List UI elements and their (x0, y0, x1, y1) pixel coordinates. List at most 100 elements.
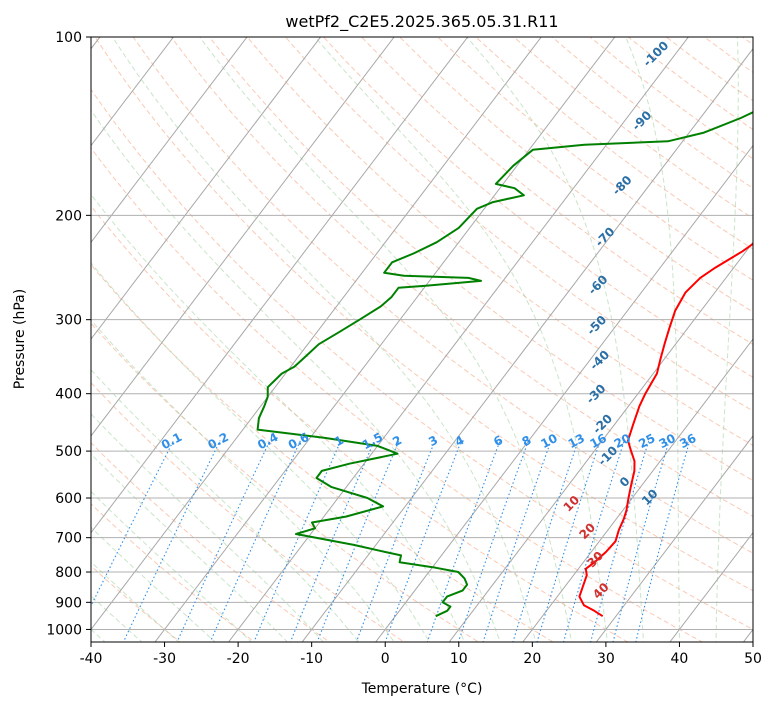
dry-adiabat (513, 37, 753, 220)
mixing-ratio-label: 36 (677, 431, 698, 451)
chart-title: wetPf2_C2E5.2025.365.05.31.R11 (285, 12, 558, 32)
y-tick-label: 400 (55, 387, 82, 403)
isotherm-line (595, 435, 753, 642)
dewpoint-line (256, 111, 753, 618)
mixing-ratio-line (316, 440, 400, 642)
x-tick-label: 30 (597, 651, 615, 667)
dry-adiabat-label: -30 (583, 381, 608, 406)
dry-adiabat (475, 37, 753, 250)
mixing-ratio-line (562, 440, 625, 642)
moist-adiabat (91, 490, 253, 642)
plot-frame (90, 36, 754, 643)
moist-adiabat (91, 453, 289, 642)
dry-adiabat (742, 37, 753, 46)
background-lines (91, 37, 753, 642)
dry-adiabat (704, 37, 753, 74)
x-tick-label: 10 (450, 651, 468, 667)
y-tick-label: 800 (55, 565, 82, 581)
mixing-ratio-label: 1.5 (360, 430, 385, 452)
y-tick-label: 100 (55, 30, 82, 46)
y-tick-label: 1000 (46, 622, 82, 638)
moist-adiabat (91, 369, 360, 642)
isotherm-line (91, 37, 175, 147)
moist-adiabat (314, 37, 608, 642)
isotherm-line (375, 144, 753, 642)
dry-adiabat-label: -80 (609, 173, 634, 198)
x-tick-label: -20 (227, 651, 250, 667)
moist-adiabat-label: 40 (590, 580, 612, 602)
dry-adiabat (94, 37, 753, 592)
mixing-ratio-label: 13 (566, 431, 587, 451)
dry-adiabat (91, 565, 181, 642)
mixing-ratio-line (209, 440, 301, 642)
mixing-ratio-line (590, 440, 650, 642)
isotherm-line (669, 531, 753, 642)
x-tick-label: 50 (744, 651, 762, 667)
isotherm-line (448, 241, 753, 642)
dry-adiabat-label: -60 (585, 272, 610, 297)
dry-adiabat-label: -50 (584, 313, 609, 338)
mixing-ratio-label: 30 (657, 431, 678, 451)
moist-adiabat (91, 413, 324, 642)
mixing-ratio-label: 6 (491, 433, 505, 449)
dry-adiabat (170, 37, 753, 517)
y-tick-label: 900 (55, 595, 82, 611)
moist-adiabat (112, 37, 537, 642)
mixing-ratio-label: 20 (612, 431, 633, 451)
isotherm-line (522, 338, 753, 642)
dry-adiabat (285, 37, 753, 412)
mixing-ratio-label: 0.2 (206, 430, 231, 452)
x-axis-label: Temperature (°C) (361, 681, 483, 697)
axis-ticks: -40 -30 -20 -10 0 10 20 30 40 5010020030040050060… (46, 30, 762, 667)
mixing-ratio-line (122, 440, 221, 642)
isotherm-line (154, 37, 616, 642)
dry-adiabat-label: -40 (587, 348, 612, 373)
x-tick-label: 0 (381, 651, 390, 667)
dry-adiabat-label: -70 (592, 224, 617, 249)
moist-adiabat (715, 37, 739, 642)
isotherm-line (91, 37, 542, 631)
isotherm-line (91, 37, 248, 244)
mixing-ratio-line (426, 440, 501, 642)
mixing-ratio-label: 25 (636, 431, 657, 451)
mixing-ratio-line (536, 440, 601, 642)
mixing-ratio-label: 3 (426, 433, 440, 449)
y-tick-label: 600 (55, 491, 82, 507)
mixing-ratio-label: 0.1 (159, 430, 184, 452)
mixing-ratio-line (612, 440, 670, 642)
mixing-ratio-line (289, 440, 375, 642)
y-tick-label: 200 (55, 208, 82, 224)
dry-adiabat-label: 10 (639, 486, 661, 508)
y-tick-label: 500 (55, 444, 82, 460)
isotherm-line (91, 37, 469, 534)
profile-lines (256, 111, 753, 618)
temperature-line (578, 242, 753, 618)
x-tick-label: -30 (153, 651, 176, 667)
dry-adiabat (437, 37, 753, 281)
moist-adiabat (91, 319, 395, 642)
dry-adiabat-label: -90 (629, 108, 654, 133)
mixing-ratio-label: 16 (588, 431, 609, 451)
mixing-ratio-line (384, 440, 463, 642)
x-tick-label: 40 (671, 651, 689, 667)
moist-adiabat (625, 37, 681, 642)
mixing-ratio-label: 10 (539, 431, 560, 451)
x-tick-label: 20 (523, 651, 541, 667)
isotherm-line (91, 37, 395, 437)
dry-adiabat (91, 503, 256, 642)
moist-adiabat (199, 37, 573, 642)
dry-adiabat (91, 382, 405, 642)
mixing-ratio-line (91, 440, 174, 608)
x-tick-label: -10 (300, 651, 323, 667)
y-tick-label: 700 (55, 531, 82, 547)
dry-adiabat (665, 37, 753, 102)
moist-adiabat (91, 526, 216, 642)
isotherm-line (301, 47, 753, 642)
mixing-ratio-line (176, 440, 271, 642)
dry-adiabat (208, 37, 753, 482)
x-tick-label: -40 (80, 651, 103, 667)
dry-adiabat (361, 37, 753, 345)
isotherm-line (227, 37, 689, 642)
mixing-ratio-label: 8 (520, 433, 534, 449)
